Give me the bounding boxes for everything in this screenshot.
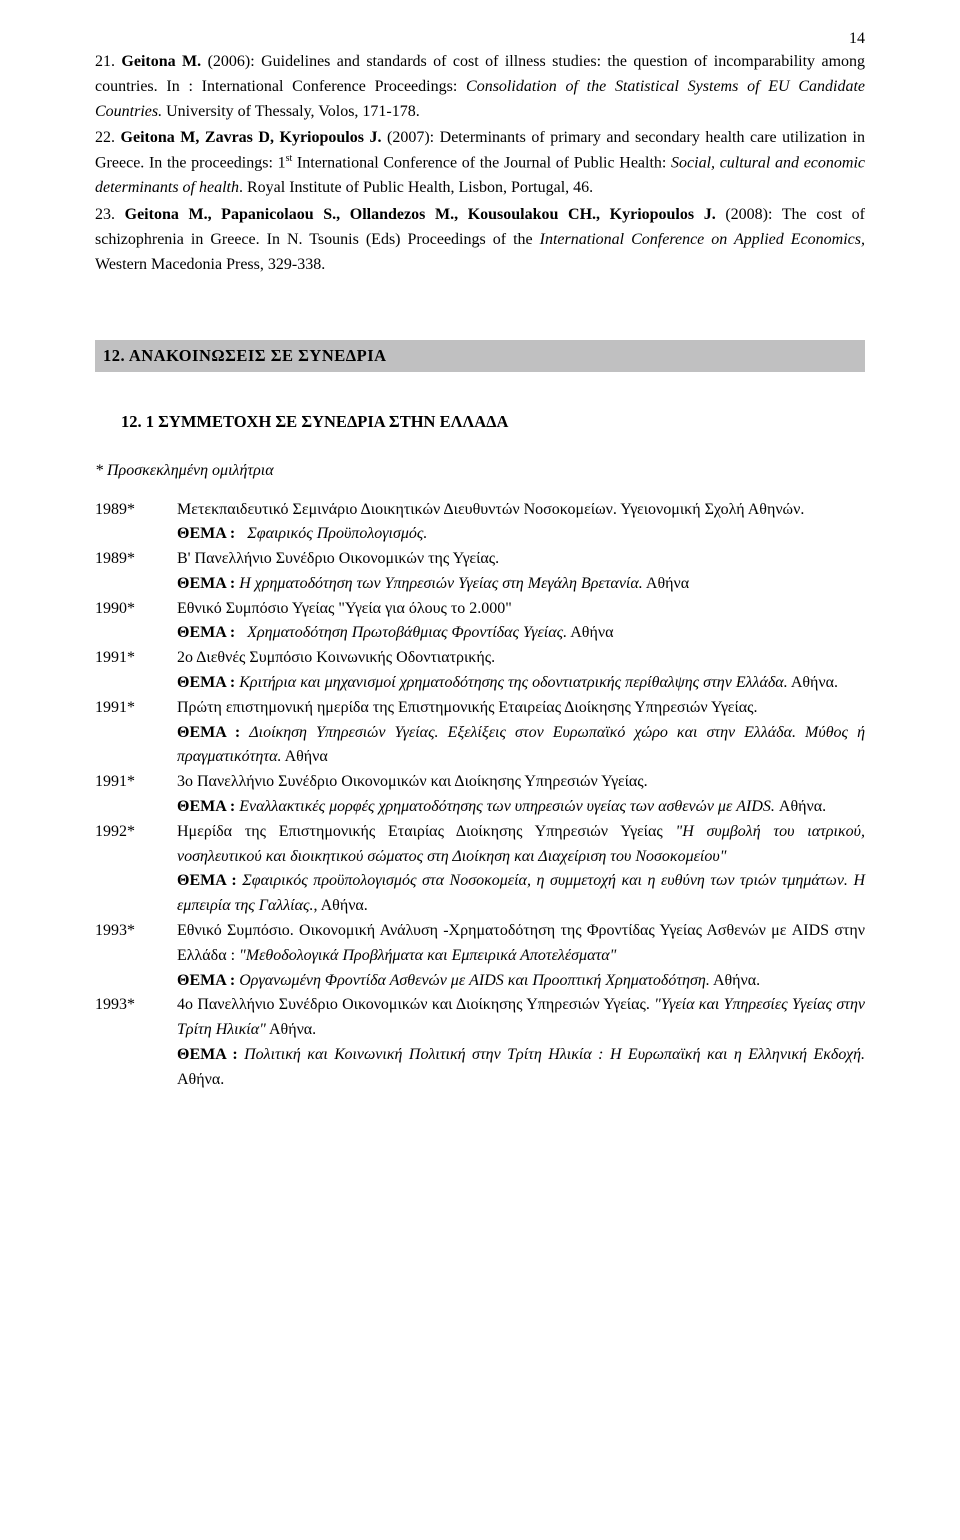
reference-22: 22. Geitona M, Zavras D, Kyriopoulos J. …	[95, 126, 865, 201]
theme-text: Χρηματοδότηση Πρωτοβάθμιας Φροντίδας Υγε…	[247, 624, 567, 641]
desc-text: 4ο Πανελλήνιο Συνέδριο Οικονομικών και Δ…	[177, 996, 654, 1013]
desc: 2ο Διεθνές Συμπόσιο Κοινωνικής Οδοντιατρ…	[177, 646, 865, 671]
theme-tail: Αθήνα	[567, 624, 613, 641]
theme-tail: , Αθήνα.	[313, 897, 367, 914]
theme-1991a: ΘΕΜΑ : Κριτήρια και μηχανισμοί χρηματοδό…	[177, 671, 865, 696]
ref-source: International Conference on Applied Econ…	[540, 231, 865, 248]
theme-1992: ΘΕΜΑ : Σφαιρικός προϋπολογισμός στα Νοσο…	[177, 869, 865, 919]
year: 1991*	[95, 770, 177, 795]
desc: Εθνικό Συμπόσιο Υγείας "Υγεία για όλους …	[177, 597, 865, 622]
theme-tail: Αθήνα.	[177, 1071, 224, 1088]
conf-1989b: 1989* B' Πανελλήνιο Συνέδριο Οικονομικών…	[95, 547, 865, 572]
conf-1989a: 1989* Μετεκπαιδευτικό Σεμινάριο Διοικητι…	[95, 498, 865, 523]
year: 1989*	[95, 498, 177, 523]
theme-label: ΘΕΜΑ :	[177, 525, 239, 542]
desc: 3ο Πανελλήνιο Συνέδριο Οικονομικών και Δ…	[177, 770, 865, 795]
sub-header: 12. 1 ΣΥΜΜΕΤΟΧΗ ΣΕ ΣΥΝΕΔΡΙΑ ΣΤΗΝ ΕΛΛΑΔΑ	[121, 412, 865, 432]
theme-tail: Αθήνα.	[775, 798, 826, 815]
page: 14 21. Geitona M. (2006): Guidelines and…	[0, 0, 960, 1540]
desc: Εθνικό Συμπόσιο. Οικονομική Ανάλυση -Χρη…	[177, 919, 865, 969]
conf-1991c: 1991* 3ο Πανελλήνιο Συνέδριο Οικονομικών…	[95, 770, 865, 795]
theme-1989a: ΘΕΜΑ : Σφαιρικός Προϋπολογισμός.	[177, 522, 865, 547]
ref-tail: University of Thessaly, Volos, 171-178.	[162, 103, 420, 120]
conf-1993b: 1993* 4ο Πανελλήνιο Συνέδριο Οικονομικών…	[95, 993, 865, 1043]
ref-author: Geitona M, Zavras D, Kyriopoulos J.	[121, 129, 382, 146]
year: 1990*	[95, 597, 177, 622]
theme-tail: Αθήνα	[281, 748, 327, 765]
theme-label: ΘΕΜΑ :	[177, 872, 242, 889]
desc: Ημερίδα της Επιστημονικής Εταιρίας Διοίκ…	[177, 820, 865, 870]
reference-23: 23. Geitona M., Papanicolaou S., Ollande…	[95, 203, 865, 277]
theme-label: ΘΕΜΑ :	[177, 972, 239, 989]
theme-1991c: ΘΕΜΑ : Εναλλακτικές μορφές χρηματοδότηση…	[177, 795, 865, 820]
desc-italic: "Μεθοδολογικά Προβλήματα και Εμπειρικά Α…	[239, 947, 616, 964]
theme-1989b: ΘΕΜΑ : Η χρηματοδότηση των Υπηρεσιών Υγε…	[177, 572, 865, 597]
desc-text: Ημερίδα της Επιστημονικής Εταιρίας Διοίκ…	[177, 823, 675, 840]
theme-1990: ΘΕΜΑ : Χρηματοδότηση Πρωτοβάθμιας Φροντί…	[177, 621, 865, 646]
ref-tail: . Royal Institute of Public Health, Lisb…	[239, 179, 593, 196]
conf-1991a: 1991* 2ο Διεθνές Συμπόσιο Κοινωνικής Οδο…	[95, 646, 865, 671]
theme-label: ΘΕΜΑ :	[177, 798, 239, 815]
reference-21: 21. Geitona M. (2006): Guidelines and st…	[95, 50, 865, 124]
ref-text2: International Conference of the Journal …	[292, 155, 671, 172]
desc: Μετεκπαιδευτικό Σεμινάριο Διοικητικών Δι…	[177, 498, 865, 523]
page-number: 14	[849, 30, 865, 48]
desc-tail: Αθήνα.	[266, 1021, 316, 1038]
conf-1993a: 1993* Εθνικό Συμπόσιο. Οικονομική Ανάλυσ…	[95, 919, 865, 969]
theme-text: Πολιτική και Κοινωνική Πολιτική στην Τρί…	[244, 1046, 865, 1063]
theme-1993a: ΘΕΜΑ : Οργανωμένη Φροντίδα Ασθενών με AI…	[177, 969, 865, 994]
year: 1993*	[95, 993, 177, 1018]
theme-text: Οργανωμένη Φροντίδα Ασθενών με AIDS και …	[239, 972, 710, 989]
year: 1991*	[95, 646, 177, 671]
theme-text: Σφαιρικός προϋπολογισμός στα Νοσοκομεία,…	[177, 872, 865, 914]
theme-label: ΘΕΜΑ :	[177, 674, 239, 691]
year: 1991*	[95, 696, 177, 721]
ref-author: Geitona M.	[121, 53, 201, 70]
ref-num: 23.	[95, 206, 125, 223]
desc: 4ο Πανελλήνιο Συνέδριο Οικονομικών και Δ…	[177, 993, 865, 1043]
theme-text: Εναλλακτικές μορφές χρηματοδότησης των υ…	[239, 798, 775, 815]
theme-text: Σφαιρικός Προϋπολογισμός.	[247, 525, 427, 542]
year: 1993*	[95, 919, 177, 944]
conf-1992: 1992* Ημερίδα της Επιστημονικής Εταιρίας…	[95, 820, 865, 870]
section-header: 12. ΑΝΑΚΟΙΝΩΣΕΙΣ ΣΕ ΣΥΝΕΔΡΙΑ	[95, 340, 865, 372]
intro-note: * Προσκεκλημένη ομιλήτρια	[95, 462, 865, 480]
ref-num: 22.	[95, 129, 121, 146]
conf-1990: 1990* Εθνικό Συμπόσιο Υγείας "Υγεία για …	[95, 597, 865, 622]
theme-label: ΘΕΜΑ :	[177, 724, 249, 741]
theme-label: ΘΕΜΑ :	[177, 575, 239, 592]
conf-1991b: 1991* Πρώτη επιστημονική ημερίδα της Επι…	[95, 696, 865, 721]
year: 1989*	[95, 547, 177, 572]
theme-tail: Αθήνα.	[788, 674, 838, 691]
year: 1992*	[95, 820, 177, 845]
theme-text: Η χρηματοδότηση των Υπηρεσιών Υγείας στη…	[239, 575, 643, 592]
theme-tail: Αθήνα.	[710, 972, 760, 989]
ref-author: Geitona M., Papanicolaou S., Ollandezos …	[125, 206, 716, 223]
theme-1993b: ΘΕΜΑ : Πολιτική και Κοινωνική Πολιτική σ…	[177, 1043, 865, 1093]
theme-tail: Αθήνα	[643, 575, 689, 592]
desc: B' Πανελλήνιο Συνέδριο Οικονομικών της Υ…	[177, 547, 865, 572]
ref-num: 21.	[95, 53, 121, 70]
ref-tail: Western Macedonia Press, 329-338.	[95, 256, 325, 273]
desc: Πρώτη επιστημονική ημερίδα της Επιστημον…	[177, 696, 865, 721]
theme-label: ΘΕΜΑ :	[177, 1046, 244, 1063]
theme-text: Κριτήρια και μηχανισμοί χρηματοδότησης τ…	[239, 674, 787, 691]
theme-label: ΘΕΜΑ :	[177, 624, 239, 641]
theme-1991b: ΘΕΜΑ : Διοίκηση Υπηρεσιών Υγείας. Εξελίξ…	[177, 721, 865, 771]
